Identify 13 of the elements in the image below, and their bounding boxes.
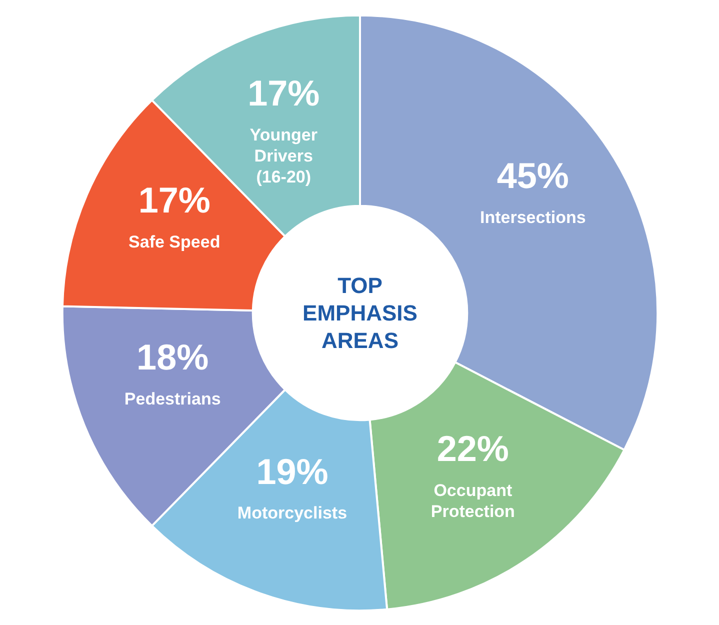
- text: TOP EMPHASIS AREAS: [302, 273, 418, 353]
- data-label: 22%: [436, 428, 509, 470]
- data-label: 17%: [248, 72, 320, 114]
- slice-label: Younger Drivers (16-20): [250, 126, 318, 186]
- data-label: 19%: [256, 450, 328, 492]
- slice-label: Intersections: [480, 208, 586, 227]
- slice-label: Pedestrians: [124, 389, 221, 408]
- data-label: 17%: [138, 179, 210, 220]
- slice-label: Safe Speed: [128, 232, 220, 252]
- slice-label: Motorcyclists: [237, 504, 348, 523]
- data-label: 45%: [496, 154, 569, 196]
- slice-label: Occupant Protection: [430, 480, 515, 521]
- data-label: 18%: [136, 336, 209, 378]
